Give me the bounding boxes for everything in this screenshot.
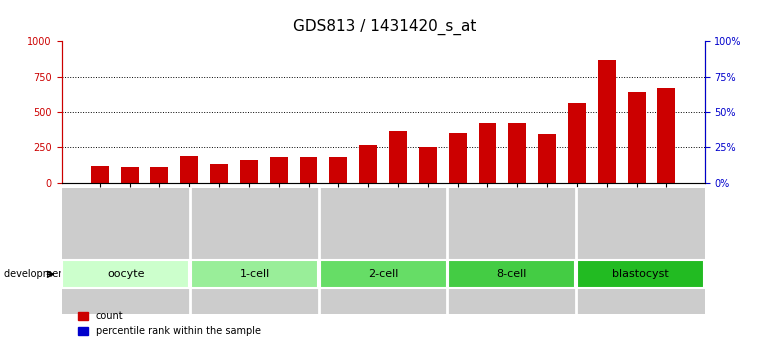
Bar [508,124,526,183]
Bar [449,133,467,183]
Bar [330,157,347,183]
Text: blastocyst: blastocyst [612,269,668,279]
Bar [658,88,675,183]
Bar [121,167,139,183]
Bar [389,130,407,183]
Text: oocyte: oocyte [107,269,145,279]
Text: GDS813 / 1431420_s_at: GDS813 / 1431420_s_at [293,19,477,35]
Bar [478,124,497,183]
Bar [538,134,556,183]
Text: 2-cell: 2-cell [368,269,398,279]
Text: development stage: development stage [4,269,99,279]
Legend: count, percentile rank within the sample: count, percentile rank within the sample [74,307,264,340]
Bar [180,156,198,183]
Text: 8-cell: 8-cell [497,269,527,279]
Bar [598,60,616,183]
Bar [150,167,169,183]
Bar [568,103,586,183]
Text: 1-cell: 1-cell [239,269,270,279]
Bar [91,166,109,183]
Bar [419,147,437,183]
Bar [210,165,228,183]
Bar [300,157,317,183]
Bar [270,157,288,183]
Bar [628,92,645,183]
Bar [360,145,377,183]
Bar [240,159,258,183]
